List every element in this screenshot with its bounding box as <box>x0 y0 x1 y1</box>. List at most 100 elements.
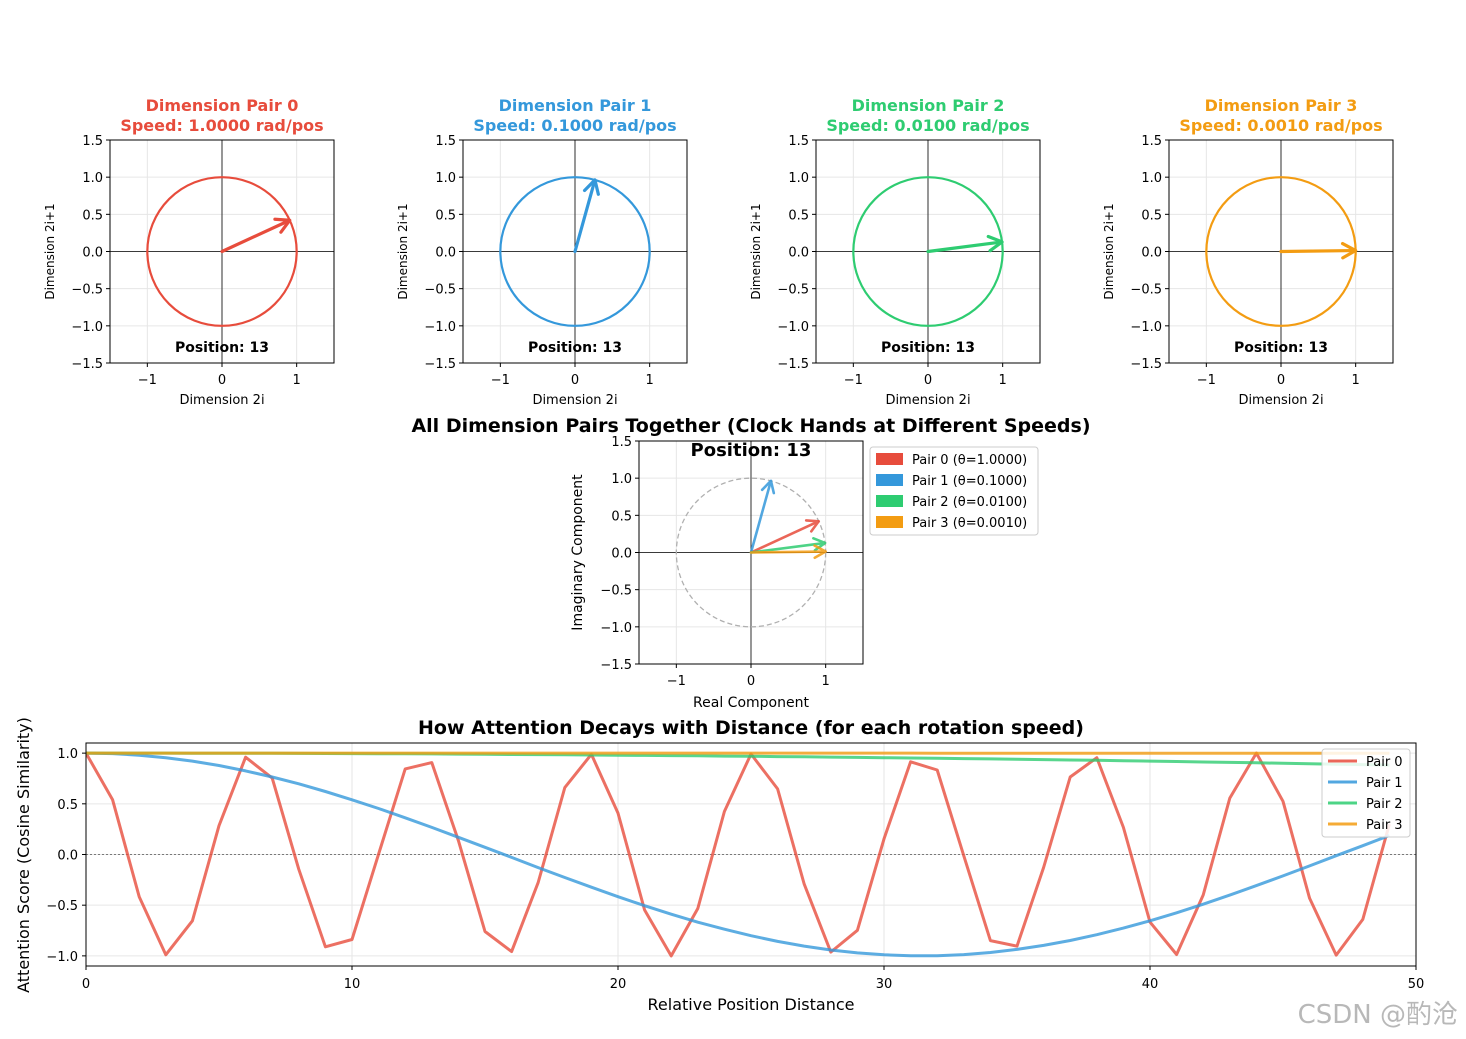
xtick-label-3: 30 <box>876 977 893 992</box>
ytick-label-4: −0.5 <box>424 283 456 298</box>
ytick-label-5: −1.0 <box>424 320 456 335</box>
xtick-label-1: 0 <box>747 674 755 689</box>
ytick-label-0: 1.5 <box>611 435 632 450</box>
subplot-pair0: 1.5 1.0 0.5 0.0 −0.5 −1.0 −1.5 −1 0 1 Dimension 2i… <box>43 96 335 408</box>
subplot-combined: 1.5 1.0 0.5 0.0 −0.5 −1.0 −1.5 −1 0 1 Real Compone… <box>411 415 1090 711</box>
x-axis-label: Dimension 2i <box>179 393 264 408</box>
xtick-label-1: 0 <box>571 373 579 388</box>
xtick-label-1: 10 <box>344 977 361 992</box>
unit-circle <box>852 176 1004 327</box>
rotation-arrow-shaft <box>1279 248 1356 254</box>
position-label: Position: 13 <box>1234 340 1328 356</box>
ytick-label-1: 0.5 <box>57 798 78 813</box>
position-label: Position: 13 <box>691 440 812 461</box>
clock-hand-pair-1 <box>749 479 776 554</box>
xtick-label-4: 40 <box>1142 977 1159 992</box>
ytick-label-2: 0.5 <box>82 208 103 223</box>
xtick-label-2: 1 <box>646 373 654 388</box>
ytick-label-2: 0.0 <box>57 849 78 864</box>
legend-label-1: Pair 1 <box>1366 776 1403 791</box>
rotation-arrow-head <box>273 217 292 234</box>
y-axis-label: Imaginary Component <box>570 474 586 631</box>
clock-hand-pair-3-shaft <box>749 550 825 554</box>
ytick-label-3: 0.0 <box>82 246 103 261</box>
ytick-label-0: 1.5 <box>1141 134 1162 149</box>
xtick-label-1: 0 <box>218 373 226 388</box>
xtick-label-1: 0 <box>1277 373 1285 388</box>
position-label: Position: 13 <box>881 340 975 356</box>
ytick-label-0: 1.5 <box>435 134 456 149</box>
ytick-label-1: 1.0 <box>611 472 632 487</box>
legend-swatch-0 <box>876 453 903 465</box>
y-axis-label: Dimension 2i+1 <box>396 203 410 299</box>
y-axis-label: Attention Score (Cosine Similarity) <box>14 717 33 993</box>
ytick-label-3: −0.5 <box>46 899 78 914</box>
y-axis-label: Dimension 2i+1 <box>43 203 57 299</box>
ytick-label-6: −1.5 <box>600 658 632 673</box>
ytick-label-0: 1.5 <box>82 134 103 149</box>
x-axis-label: Dimension 2i <box>532 393 617 408</box>
clock-hand-pair-1-head <box>760 479 776 495</box>
x-axis-label: Real Component <box>693 695 809 711</box>
clock-hand-pair-0-head <box>804 519 821 533</box>
subplot-subtitle: Speed: 0.0010 rad/pos <box>1179 116 1382 135</box>
ytick-label-3: 0.0 <box>1141 246 1162 261</box>
xtick-label-0: −1 <box>138 373 157 388</box>
subplot-decay: 1.0 0.5 0.0 −0.5 −1.0 0 10 20 30 40 50 Relative Pos… <box>14 717 1424 1014</box>
ytick-label-5: −1.0 <box>600 621 632 636</box>
series-line-pair-0 <box>86 751 1391 958</box>
xtick-label-0: 0 <box>82 977 90 992</box>
legend: Pair 0 (θ=1.0000) Pair 1 (θ=0.1000) Pair 2… <box>869 446 1039 536</box>
legend-label-0: Pair 0 <box>1366 755 1403 770</box>
ytick-label-1: 1.0 <box>1141 171 1162 186</box>
subplot-pair2: 1.5 1.0 0.5 0.0 −0.5 −1.0 −1.5 −1 0 1 Dimension 2i… <box>749 96 1041 408</box>
ytick-label-4: −0.5 <box>1130 283 1162 298</box>
ytick-label-3: 0.0 <box>788 246 809 261</box>
subplot-pair3: 1.5 1.0 0.5 0.0 −0.5 −1.0 −1.5 −1 0 1 Dimension 2i… <box>1102 96 1394 408</box>
subplot-subtitle: Speed: 1.0000 rad/pos <box>120 116 323 135</box>
ytick-label-4: −0.5 <box>71 283 103 298</box>
ytick-label-6: −1.5 <box>424 357 456 372</box>
clock-hand-pair-0-shaft <box>749 520 819 554</box>
unit-circle <box>499 176 651 327</box>
ytick-label-5: −1.0 <box>71 320 103 335</box>
rotation-arrow-shaft <box>573 180 596 254</box>
clock-hand-pair-2-shaft <box>749 541 825 554</box>
position-label: Position: 13 <box>528 340 622 356</box>
watermark-text: CSDN @酌沧 <box>1297 1000 1458 1030</box>
xtick-label-5: 50 <box>1408 977 1425 992</box>
rotation-arrow <box>220 217 292 254</box>
subplot-pair1: 1.5 1.0 0.5 0.0 −0.5 −1.0 −1.5 −1 0 1 Dimension 2i… <box>396 96 688 408</box>
ytick-label-3: 0.0 <box>435 246 456 261</box>
unit-circle <box>146 176 298 327</box>
ytick-label-2: 0.5 <box>788 208 809 223</box>
x-axis-label: Dimension 2i <box>1238 393 1323 408</box>
rotation-arrow <box>926 234 1004 254</box>
legend-swatch-3 <box>876 516 903 528</box>
legend-swatch-2 <box>876 495 903 507</box>
subplot-title: Dimension Pair 1 <box>499 96 652 115</box>
ytick-label-4: −1.0 <box>46 950 78 965</box>
ytick-label-4: −0.5 <box>600 584 632 599</box>
ytick-label-6: −1.5 <box>71 357 103 372</box>
legend-label-3: Pair 3 (θ=0.0010) <box>912 516 1027 531</box>
legend-box <box>1321 748 1411 838</box>
series-line-pair-2 <box>86 751 1390 767</box>
ytick-label-2: 0.5 <box>1141 208 1162 223</box>
position-label: Position: 13 <box>175 340 269 356</box>
y-axis-label: Dimension 2i+1 <box>749 203 763 299</box>
clock-hand-pair-1-shaft <box>749 481 772 554</box>
xtick-label-2: 20 <box>610 977 627 992</box>
ytick-label-1: 1.0 <box>788 171 809 186</box>
subplot-title: Dimension Pair 0 <box>146 96 299 115</box>
ytick-label-0: 1.5 <box>788 134 809 149</box>
clock-hand-pair-3 <box>749 544 827 560</box>
rotation-arrow <box>1279 241 1358 260</box>
xtick-label-0: −1 <box>1197 373 1216 388</box>
legend-label-3: Pair 3 <box>1366 818 1403 833</box>
rotation-arrow-shaft <box>220 219 290 254</box>
xtick-label-0: −1 <box>844 373 863 388</box>
subplot-title: Dimension Pair 2 <box>852 96 1005 115</box>
xtick-label-2: 1 <box>999 373 1007 388</box>
